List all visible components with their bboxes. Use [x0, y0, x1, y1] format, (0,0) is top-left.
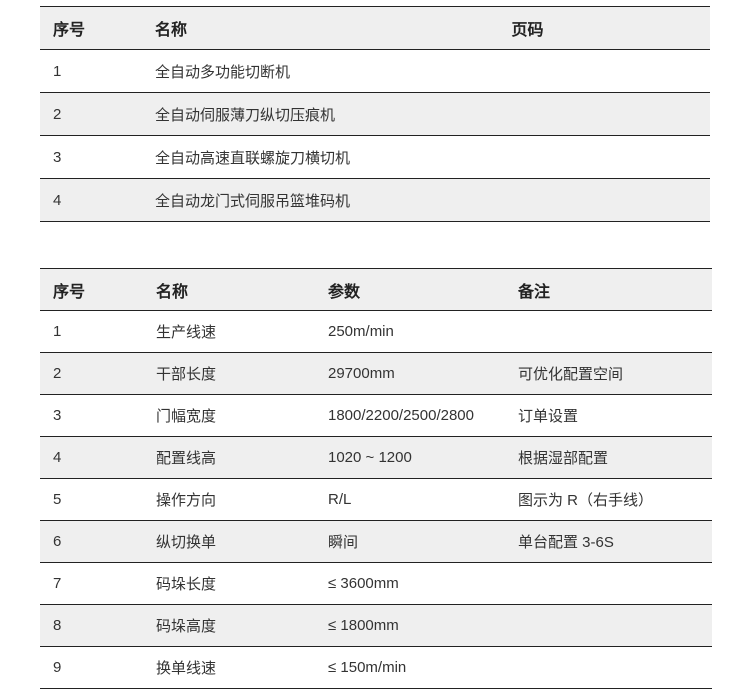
cell-remark: 根据湿部配置 [518, 436, 712, 479]
cell-seq: 9 [40, 646, 156, 689]
table-row: 2 全自动伺服薄刀纵切压痕机 [40, 92, 710, 136]
cell-name: 全自动龙门式伺服吊篮堆码机 [155, 178, 425, 222]
cell-name: 全自动多功能切断机 [155, 49, 425, 93]
table-row: 4 全自动龙门式伺服吊篮堆码机 [40, 178, 710, 222]
table-row: 6 纵切换单 瞬间 单台配置 3-6S [40, 520, 712, 563]
table-header-row: 序号 名称 页码 [40, 6, 710, 50]
table-row: 7 码垛长度 ≤ 3600mm [40, 562, 712, 605]
table-row: 5 操作方向 R/L 图示为 R（右手线） [40, 478, 712, 521]
cell-remark: 单台配置 3-6S [518, 520, 712, 563]
table-row: 9 换单线速 ≤ 150m/min [40, 646, 712, 689]
cell-remark: 图示为 R（右手线） [518, 478, 712, 521]
cell-seq: 7 [40, 562, 156, 605]
cell-seq: 3 [40, 135, 155, 179]
cell-param: ≤ 1800mm [328, 604, 518, 647]
cell-param: 1020 ~ 1200 [328, 436, 518, 479]
cell-name: 配置线高 [156, 436, 328, 479]
cell-page [425, 49, 710, 93]
cell-name: 生产线速 [156, 310, 328, 353]
cell-seq: 1 [40, 310, 156, 353]
cell-param: ≤ 150m/min [328, 646, 518, 689]
cell-name: 全自动高速直联螺旋刀横切机 [155, 135, 425, 179]
cell-param: 1800/2200/2500/2800 [328, 394, 518, 437]
cell-name: 门幅宽度 [156, 394, 328, 437]
cell-seq: 2 [40, 92, 155, 136]
header-seq: 序号 [40, 268, 156, 311]
cell-page [425, 92, 710, 136]
cell-name: 码垛长度 [156, 562, 328, 605]
header-page: 页码 [425, 6, 710, 50]
cell-name: 换单线速 [156, 646, 328, 689]
cell-seq: 4 [40, 178, 155, 222]
table-row: 4 配置线高 1020 ~ 1200 根据湿部配置 [40, 436, 712, 479]
header-seq: 序号 [40, 6, 155, 50]
cell-seq: 2 [40, 352, 156, 395]
table-row: 1 全自动多功能切断机 [40, 49, 710, 93]
header-param: 参数 [328, 268, 518, 311]
cell-param: R/L [328, 478, 518, 521]
cell-remark [518, 646, 712, 689]
cell-param: 瞬间 [328, 520, 518, 563]
table-row: 1 生产线速 250m/min [40, 310, 712, 353]
table-row: 3 全自动高速直联螺旋刀横切机 [40, 135, 710, 179]
header-name: 名称 [155, 6, 425, 50]
table-row: 3 门幅宽度 1800/2200/2500/2800 订单设置 [40, 394, 712, 437]
cell-page [425, 178, 710, 222]
product-list-table: 序号 名称 页码 1 全自动多功能切断机 2 全自动伺服薄刀纵切压痕机 3 全自动高速直联… [40, 6, 710, 222]
cell-seq: 8 [40, 604, 156, 647]
table-row: 2 干部长度 29700mm 可优化配置空间 [40, 352, 712, 395]
cell-remark [518, 604, 712, 647]
cell-remark [518, 310, 712, 353]
cell-param: ≤ 3600mm [328, 562, 518, 605]
cell-remark: 订单设置 [518, 394, 712, 437]
table-row: 8 码垛高度 ≤ 1800mm [40, 604, 712, 647]
cell-name: 全自动伺服薄刀纵切压痕机 [155, 92, 425, 136]
cell-seq: 4 [40, 436, 156, 479]
cell-seq: 3 [40, 394, 156, 437]
cell-page [425, 135, 710, 179]
cell-name: 码垛高度 [156, 604, 328, 647]
cell-seq: 5 [40, 478, 156, 521]
cell-remark [518, 562, 712, 605]
spec-table: 序号 名称 参数 备注 1 生产线速 250m/min 2 干部长度 29700mm 可优化… [40, 268, 712, 689]
cell-param: 29700mm [328, 352, 518, 395]
cell-name: 操作方向 [156, 478, 328, 521]
cell-name: 干部长度 [156, 352, 328, 395]
cell-seq: 6 [40, 520, 156, 563]
table-header-row: 序号 名称 参数 备注 [40, 268, 712, 311]
cell-param: 250m/min [328, 310, 518, 353]
cell-seq: 1 [40, 49, 155, 93]
cell-name: 纵切换单 [156, 520, 328, 563]
header-remark: 备注 [518, 268, 712, 311]
header-name: 名称 [156, 268, 328, 311]
cell-remark: 可优化配置空间 [518, 352, 712, 395]
